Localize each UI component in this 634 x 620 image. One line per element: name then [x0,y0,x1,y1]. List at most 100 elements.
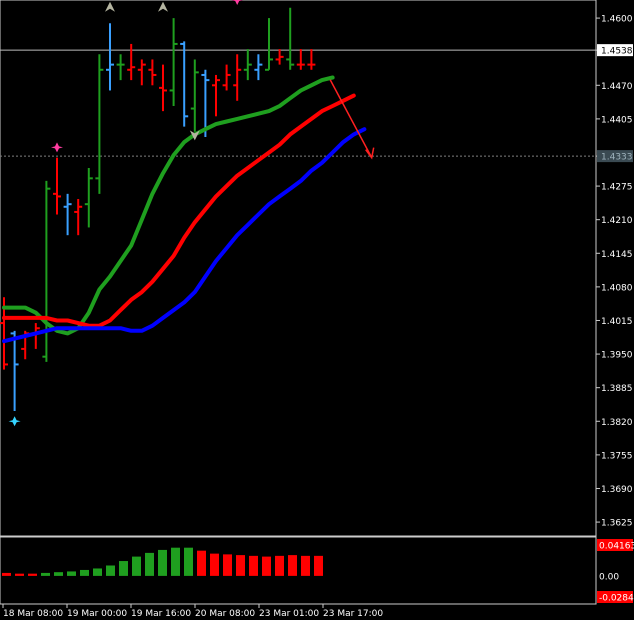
ohlc-bar [53,157,61,215]
trend-arrow-line [329,79,373,159]
ohlc-bar [307,49,316,70]
osc-bar [301,555,310,576]
ohlc-bar [296,49,305,70]
ohlc-bar [116,54,125,81]
osc-label-box [597,591,633,603]
ohlc-bar [275,49,284,65]
price-label: 1.4470 [601,82,633,92]
current-price-box [597,44,633,57]
price-label: 1.3950 [601,351,633,361]
ma-line-0 [2,75,335,336]
ohlc-bar [137,59,146,86]
ohlc-bar [169,18,178,106]
osc-bar [158,549,167,576]
arrow-down-icon [189,130,200,141]
arrow-up-icon [158,1,168,12]
price-label: 1.3690 [601,485,633,495]
osc-label-box [597,539,633,551]
arrow-up-icon [105,1,115,12]
osc-tick-label: 0.00 [599,572,619,582]
osc-bar [236,555,245,576]
osc-bar [2,572,11,576]
ohlc-bar [106,23,114,91]
osc-bar [223,554,232,576]
osc-bar [275,555,284,576]
marked-level-box [597,150,633,163]
current-price-label: 1.4538 [601,47,633,57]
ohlc-bar [180,41,189,127]
price-label: 1.3820 [601,418,633,428]
ohlc-bar [159,64,167,112]
price-grid [0,0,597,605]
time-label: 23 Mar 01:00 [259,609,319,619]
osc-tick-label: 0.04163 [599,542,634,552]
osc-bar [28,573,37,576]
osc-bar [171,547,180,576]
ohlc-bar [148,59,157,86]
price-label: 1.4600 [601,15,633,25]
ma-line-1 [2,93,356,328]
star-signal-icon [231,0,244,5]
moving-averages [2,75,367,344]
osc-bar [15,573,24,576]
osc-bar [197,550,206,576]
price-label: 1.4210 [601,216,633,226]
signal-markers [8,0,244,427]
time-label: 18 Mar 08:00 [3,609,63,619]
osc-bar [262,556,271,576]
osc-bar [54,572,63,576]
trend-arrow-head-icon [365,147,375,160]
star-signal-icon [8,416,21,427]
price-label: 1.4275 [601,183,633,193]
time-label: 23 Mar 17:00 [323,609,383,619]
price-label: 1.3755 [601,451,633,461]
ohlc-bar [95,54,104,194]
time-label: 19 Mar 00:00 [67,609,127,619]
ohlc-bar [233,54,242,101]
ohlc-bar [63,193,72,236]
osc-bar [184,547,193,576]
osc-bar [119,561,128,576]
ohlc-bar [10,330,19,411]
ohlc-bar [254,54,263,81]
ma-line-2 [2,127,367,344]
ohlc-bar [84,167,93,228]
ohlc-bar [201,69,210,137]
time-label: 20 Mar 08:00 [195,609,255,619]
osc-bar [288,555,297,576]
osc-bar [106,565,115,576]
ohlc-bar [190,59,199,132]
main-frame [0,0,597,537]
marked-level-label: 1.4333 [601,153,633,163]
osc-bar [67,571,76,576]
osc-bar [132,556,141,576]
osc-frame [0,536,597,605]
price-label: 1.4145 [601,250,633,260]
arrow-annotation [329,79,375,160]
price-label: 1.3625 [601,519,633,529]
price-label: 1.4015 [601,317,633,327]
ohlc-bar [286,7,295,70]
price-label: 1.4405 [601,115,633,125]
osc-tick-label: -0.02845 [599,594,634,604]
ohlc-bar [127,43,136,81]
osc-bar [80,569,89,576]
price-label: 1.3885 [601,384,633,394]
time-axis: 18 Mar 08:00 19 Mar 00:00 19 Mar 16:00 20 M… [2,604,383,619]
osc-bar [210,553,219,576]
ohlc-bar [265,18,273,71]
price-label: 1.4080 [601,283,633,293]
star-signal-icon [51,142,63,153]
price-axis: 1.4600 1.4538 1.4470 1.4405 1.4333 1.4275 1.42… [596,15,633,529]
osc-bar [41,572,50,576]
osc-bar [314,555,323,576]
ohlc-bar [222,64,231,91]
oscillator-panel: 0.04163 0.00 -0.02845 [2,539,634,604]
ohlc-bar [243,49,252,81]
osc-bar [145,552,154,576]
ohlc-bar [212,74,220,117]
osc-bar [93,568,102,576]
candle-bars [0,7,316,411]
ohlc-bar [74,199,83,236]
